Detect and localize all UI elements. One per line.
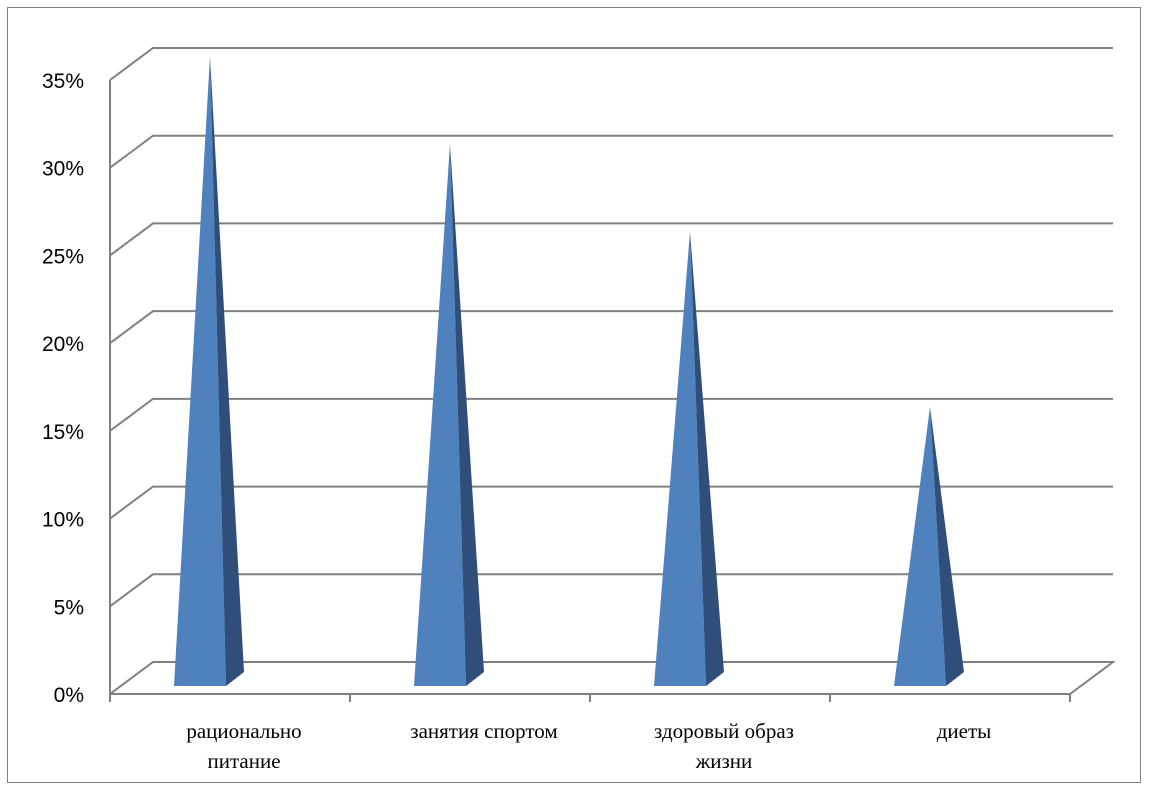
x-category-label: питание [207, 749, 280, 773]
y-tick-label: 35% [42, 70, 84, 93]
x-axis-labels: рационально питание занятия спортом здоровы… [186, 719, 991, 773]
bar-front-face [654, 231, 706, 686]
bar-front-face [414, 143, 466, 686]
gridline [109, 397, 1113, 432]
gridline [109, 134, 1113, 169]
gridline [109, 485, 1113, 520]
x-category-label: жизни [695, 749, 753, 773]
gridline [109, 310, 1113, 344]
gridline [109, 222, 1113, 257]
gridline [109, 47, 1113, 81]
x-category-label: рационально [186, 719, 301, 743]
y-tick-label: 10% [42, 509, 84, 532]
y-tick-label: 30% [42, 158, 84, 181]
y-tick-label: 15% [42, 421, 84, 444]
gridlines [109, 47, 1117, 702]
gridline [109, 573, 1113, 608]
bar-side-face [210, 56, 244, 686]
y-tick-label: 5% [54, 596, 84, 619]
floor-gridline [109, 661, 1117, 695]
bars [174, 56, 964, 686]
bar-front-face [894, 406, 946, 686]
y-axis-ticks: 0% 5% 10% 15% 20% 25% 30% 35% [42, 70, 84, 707]
bar-side-face [450, 143, 484, 686]
y-tick-label: 0% [54, 684, 84, 707]
y-tick-label: 25% [42, 245, 84, 268]
bar-front-face [174, 56, 226, 686]
bar-side-face [930, 406, 964, 686]
x-category-label: диеты [937, 719, 992, 743]
x-category-label: занятия спортом [410, 719, 557, 743]
bar-side-face [690, 231, 724, 686]
y-tick-label: 20% [42, 333, 84, 356]
x-category-label: здоровый образ [654, 719, 794, 743]
